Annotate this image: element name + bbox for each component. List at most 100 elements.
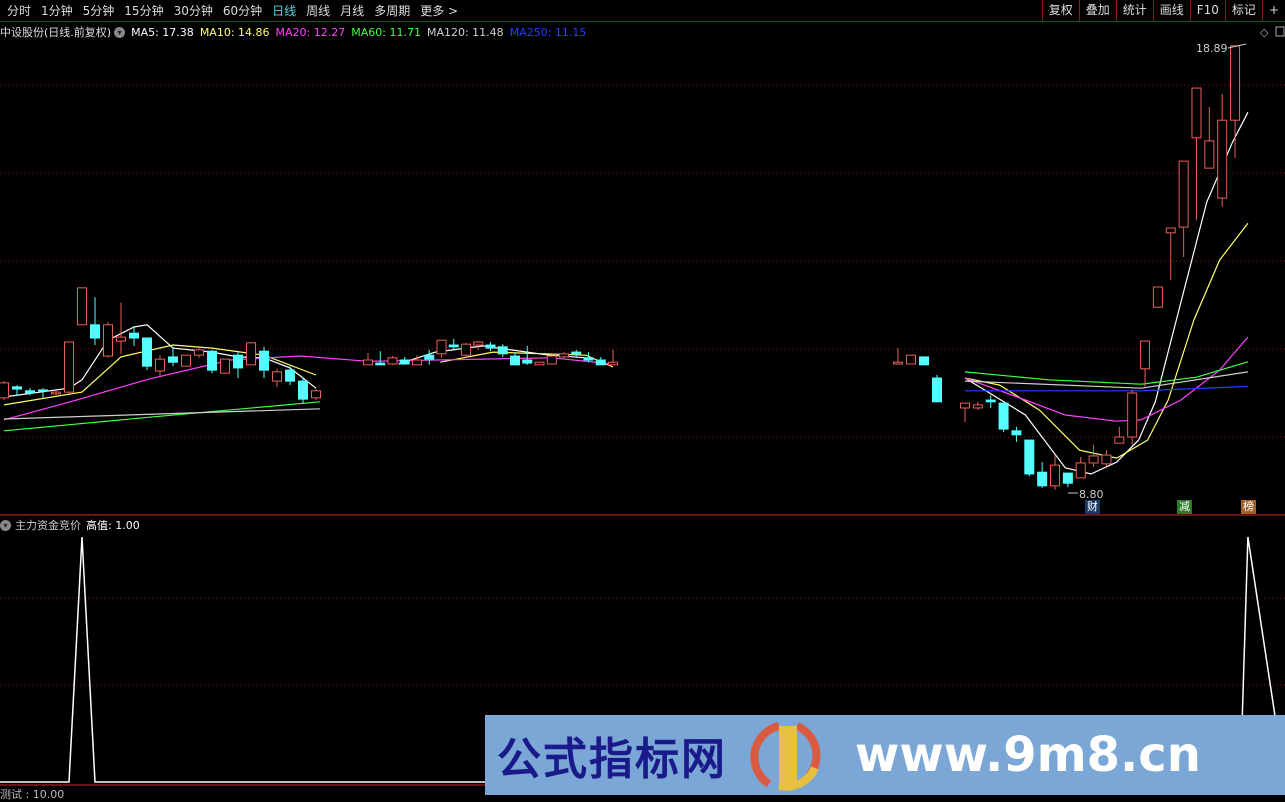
candle [461, 342, 471, 358]
ma120-line [964, 371, 1248, 389]
candle-body [259, 350, 269, 371]
candle [116, 302, 126, 354]
period-tab[interactable]: 60分钟 [222, 4, 263, 18]
candle-body [311, 390, 321, 399]
candle-body [1075, 462, 1086, 479]
candle-body [207, 350, 217, 371]
candle [12, 385, 22, 397]
chevron-down-icon[interactable]: ▾ [0, 519, 11, 531]
low-price-label: 8.80 [1079, 488, 1104, 501]
candle [1024, 439, 1035, 477]
candle [311, 389, 321, 401]
ma-legend-item: MA20: 12.27 [275, 25, 346, 39]
candle-body [64, 341, 74, 393]
main-legend: 中设股份(日线.前复权) ▾ MA5: 17.38 MA10: 14.86 MA20… [0, 24, 598, 40]
candle [1050, 455, 1061, 490]
toolbar-button[interactable]: F10 [1189, 0, 1225, 22]
low-price-marker: 8.80 [1068, 488, 1104, 501]
candle-body [129, 332, 139, 339]
period-tab[interactable]: 更多 > [420, 4, 459, 18]
period-tab[interactable]: 分时 [7, 4, 32, 18]
tag-jian[interactable]: 减 [1177, 500, 1192, 514]
candle-body [103, 324, 113, 357]
ma-legend-item: MA250: 11.15 [509, 25, 587, 39]
candle [998, 402, 1009, 433]
ma-legend-item: MA60: 11.71 [351, 25, 421, 39]
candle [1114, 426, 1125, 444]
high-price-label: 18.89 [1196, 42, 1228, 55]
candle [64, 341, 74, 394]
candle-body [473, 341, 484, 346]
candle [259, 346, 269, 379]
candle-body [595, 359, 606, 366]
period-tab[interactable]: 周线 [306, 4, 331, 18]
period-tab[interactable]: 月线 [340, 4, 365, 18]
candle [1075, 456, 1086, 479]
candle [363, 352, 373, 366]
candle [1037, 462, 1048, 489]
candle-body [246, 342, 256, 366]
candle [1088, 444, 1099, 467]
candle-body [399, 359, 410, 365]
candle-body [985, 399, 996, 403]
candle-body [168, 356, 178, 363]
period-tab[interactable]: 1分钟 [41, 4, 73, 18]
candle-body [448, 344, 459, 348]
toolbar-button[interactable]: 复权 [1041, 0, 1079, 22]
candle-body [510, 355, 520, 366]
toolbar-button[interactable]: 标记 [1224, 0, 1262, 22]
candle [473, 341, 484, 350]
candle-body [1114, 436, 1125, 444]
period-tab[interactable]: 多周期 [374, 4, 411, 18]
candle-body [461, 343, 471, 356]
window-icon[interactable] [1275, 26, 1285, 37]
candle [960, 402, 970, 423]
candle-body [583, 357, 594, 361]
indicator-line [0, 536, 1285, 783]
candle [485, 341, 496, 352]
toolbar-button[interactable]: 叠加 [1078, 0, 1116, 22]
candle [571, 349, 582, 357]
toolbar-button[interactable]: 画线 [1152, 0, 1190, 22]
period-tab[interactable]: 5分钟 [82, 4, 115, 18]
ma250-line [965, 385, 1248, 392]
candle-body [998, 402, 1009, 430]
candle-body [1127, 392, 1138, 438]
diamond-icon[interactable]: ◇ [1260, 26, 1269, 39]
candle-body [932, 377, 942, 403]
candle-body [1230, 45, 1241, 121]
candle-body [534, 361, 545, 366]
high-arrow [1227, 43, 1247, 49]
candle [375, 351, 386, 366]
indicator-name: 主力资金竞价 [15, 519, 81, 532]
toolbar-button[interactable]: 统计 [1115, 0, 1153, 22]
period-tab[interactable]: 15分钟 [124, 4, 164, 18]
candles [0, 45, 1241, 490]
ma5-line [964, 112, 1249, 475]
candle [559, 352, 569, 360]
tag-cai[interactable]: 财 [1085, 500, 1100, 514]
candle [181, 354, 191, 367]
ma60-line [3, 401, 320, 432]
candle [522, 345, 533, 365]
ma-legend-item: MA10: 14.86 [199, 25, 270, 39]
candle [1165, 227, 1176, 280]
candle [424, 349, 435, 365]
candle [608, 349, 618, 366]
candle-body [1024, 439, 1035, 475]
chevron-down-icon[interactable]: ▾ [114, 26, 126, 38]
grid-lines [0, 84, 1285, 686]
candle [1191, 87, 1202, 221]
candle [194, 348, 204, 358]
candle-body [522, 359, 533, 364]
candle [985, 395, 996, 408]
candle [233, 352, 243, 379]
toolbar-button[interactable]: + [1261, 0, 1285, 22]
period-tab[interactable]: 日线 [272, 4, 297, 18]
tag-bang[interactable]: 榜 [1241, 500, 1256, 514]
period-tab[interactable]: 30分钟 [173, 4, 213, 18]
candle-body [1191, 87, 1202, 139]
high-price-marker: 18.89 [1196, 42, 1247, 55]
candle [399, 356, 410, 365]
